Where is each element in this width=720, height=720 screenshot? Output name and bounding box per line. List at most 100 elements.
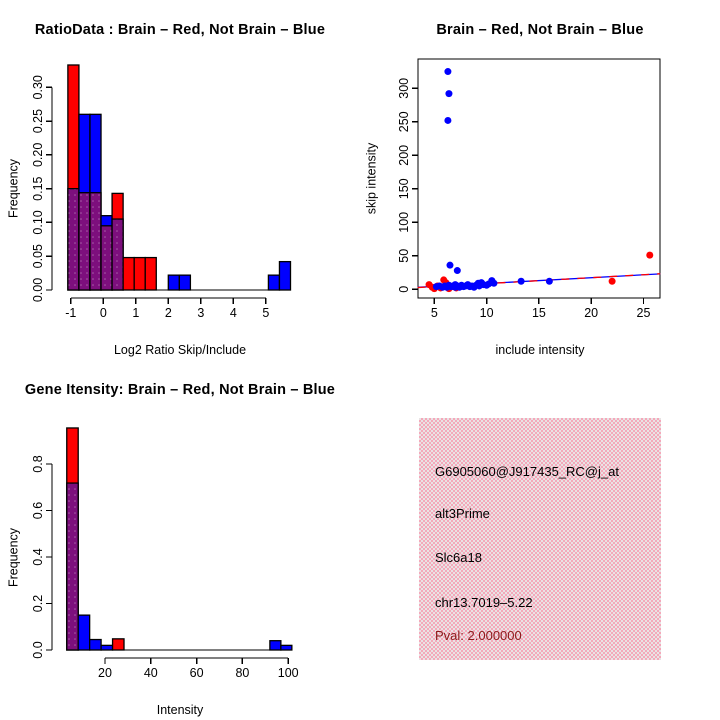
panel-intensity-scatter: Brain – Red, Not Brain – Blue include in… [360,0,720,360]
ratio-histogram-xlabel: Log2 Ratio Skip/Include [113,343,247,357]
histogram-bar-overlap [66,482,79,651]
svg-text:0.05: 0.05 [31,244,45,268]
panel-gene-intensity-histogram: Gene Itensity: Brain – Red, Not Brain – … [0,360,360,720]
locus-text: chr13.7019–5.22 [435,595,533,610]
x-axis-tick-labels: -1 0 1 2 3 4 5 [65,306,269,320]
y-axis-tick-labels: 0.0 0.2 0.4 0.6 0.8 [31,455,45,658]
svg-text:0.20: 0.20 [31,143,45,167]
histogram-bar [269,640,282,651]
svg-text:3: 3 [197,306,204,320]
svg-text:300: 300 [397,78,411,99]
panel-gene-info: G6905060@J917435_RC@j_at alt3Prime Slc6a… [360,360,720,720]
svg-text:0.25: 0.25 [31,109,45,133]
histogram-bar [111,638,125,651]
histogram-bar-overlap [67,187,80,291]
svg-text:0.8: 0.8 [31,455,45,472]
svg-text:80: 80 [235,666,249,680]
scatter-points-blue [432,68,553,291]
svg-text:0: 0 [397,286,411,293]
gene-name-text: Slc6a18 [435,550,482,565]
scatter-point [444,116,452,124]
gene-histogram-title: Gene Itensity: Brain – Red, Not Brain – … [24,382,336,398]
scatter-xlabel: include intensity [495,343,585,357]
svg-text:200: 200 [397,145,411,166]
x-axis [70,297,267,304]
scatter-point [445,90,453,98]
histogram-bar-overlap [100,225,113,291]
scatter-point [453,267,461,275]
svg-text:20: 20 [98,666,112,680]
histogram-bar-overlap [78,192,91,291]
histogram-bar [178,274,192,291]
svg-text:150: 150 [397,178,411,199]
svg-text:20: 20 [584,306,598,320]
svg-text:40: 40 [144,666,158,680]
scatter-title: Brain – Red, Not Brain – Blue [436,22,644,38]
svg-text:0.6: 0.6 [31,502,45,519]
plot-frame [417,58,661,299]
svg-text:50: 50 [397,249,411,263]
histogram-bar [278,260,292,291]
gene-info-box: G6905060@J917435_RC@j_at alt3Prime Slc6a… [419,418,661,660]
svg-text:250: 250 [397,111,411,132]
histogram-bar [267,274,281,291]
histogram-bar-overlap [89,192,102,291]
histogram-bars [67,64,292,291]
histogram-bar [89,638,102,651]
scatter-point [517,277,525,285]
svg-text:60: 60 [190,666,204,680]
svg-text:10: 10 [480,306,494,320]
gene-histogram-xlabel: Intensity [156,703,204,717]
gene-intensity-histogram-plot: 20 40 60 80 100 0.0 0.2 0.4 0.6 0.8 [31,427,299,680]
scatter-point [646,251,654,259]
svg-text:0.00: 0.00 [31,278,45,302]
scatter-point [608,277,616,285]
panel-ratio-histogram: RatioData : Brain – Red, Not Brain – Blu… [0,0,360,360]
histogram-bar [144,256,157,291]
histogram-bars [66,427,293,651]
x-axis [433,298,645,304]
histogram-bar [122,256,135,291]
splice-type-text: alt3Prime [435,506,490,521]
histogram-bar [167,274,181,291]
svg-text:5: 5 [431,306,438,320]
ratio-histogram-plot: -1 0 1 2 3 4 5 0.00 0.05 0.10 0.15 0.20 0.25 0.30 [31,64,292,320]
svg-text:25: 25 [637,306,651,320]
probe-id-text: G6905060@J917435_RC@j_at [435,464,619,479]
svg-text:0: 0 [100,306,107,320]
scatter-point [444,68,452,76]
svg-text:4: 4 [230,306,237,320]
pval-text: Pval: 2.000000 [435,628,522,643]
svg-text:0.15: 0.15 [31,176,45,200]
histogram-bar [280,644,293,651]
y-axis [46,463,53,651]
svg-text:2: 2 [165,306,172,320]
svg-text:100: 100 [278,666,299,680]
scatter-point [490,279,498,287]
x-axis-tick-labels: 20 40 60 80 100 [98,666,299,680]
y-axis [46,86,53,291]
svg-text:100: 100 [397,212,411,233]
y-axis-tick-labels: 0 50 100 150 200 250 300 [397,78,411,293]
svg-text:0.4: 0.4 [31,548,45,565]
x-axis [104,657,289,664]
svg-text:5: 5 [262,306,269,320]
svg-text:1: 1 [132,306,139,320]
svg-text:0.2: 0.2 [31,595,45,612]
svg-text:0.30: 0.30 [31,75,45,99]
histogram-bar-overlap [111,218,124,291]
y-axis [412,87,418,290]
svg-text:-1: -1 [65,306,76,320]
x-axis-tick-labels: 5 10 15 20 25 [431,306,651,320]
histogram-bar [100,644,114,651]
histogram-bar [77,614,91,651]
svg-text:0.10: 0.10 [31,210,45,234]
y-axis-tick-labels: 0.00 0.05 0.10 0.15 0.20 0.25 0.30 [31,75,45,302]
scatter-point [545,277,553,285]
svg-text:0.0: 0.0 [31,641,45,658]
ratio-histogram-title: RatioData : Brain – Red, Not Brain – Blu… [34,22,326,38]
scatter-point [446,261,454,269]
svg-text:15: 15 [532,306,546,320]
